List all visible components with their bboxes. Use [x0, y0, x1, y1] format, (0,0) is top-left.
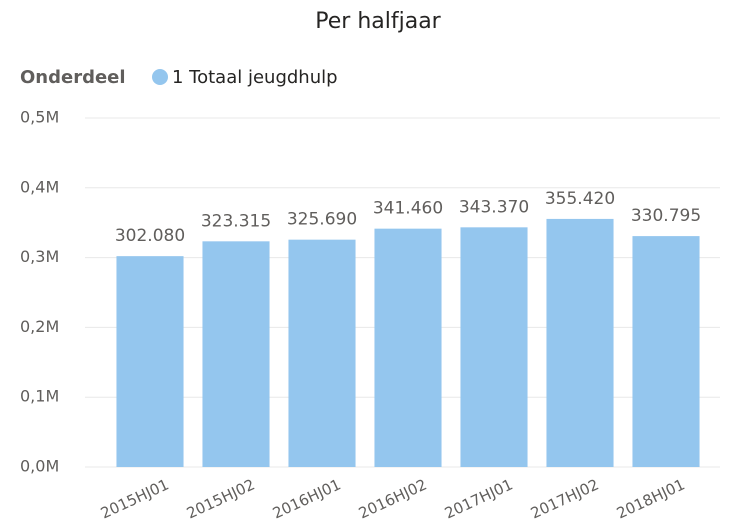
value-label: 355.420 — [545, 189, 615, 209]
chart-title: Per halfjaar — [315, 9, 441, 34]
x-tick-label: 2018HJ01 — [614, 475, 688, 522]
bar — [374, 228, 442, 467]
value-label: 323.315 — [201, 211, 271, 231]
x-tick-label: 2016HJ02 — [356, 475, 430, 522]
x-tick-label: 2015HJ01 — [98, 475, 172, 522]
y-tick-label: 0,0M — [20, 457, 59, 476]
y-tick-label: 0,4M — [20, 177, 59, 196]
value-label: 330.795 — [631, 206, 701, 226]
bar — [460, 227, 528, 467]
legend-marker — [152, 69, 168, 85]
bar — [632, 236, 700, 467]
value-label: 325.690 — [287, 210, 357, 230]
x-tick-label: 2015HJ02 — [184, 475, 258, 522]
legend-title: Onderdeel — [20, 67, 126, 88]
bar — [116, 256, 184, 467]
y-tick-label: 0,2M — [20, 317, 59, 336]
value-label: 341.460 — [373, 199, 443, 219]
bar — [288, 239, 356, 467]
y-tick-label: 0,5M — [20, 108, 59, 127]
x-tick-label: 2017HJ01 — [442, 475, 516, 522]
legend-label: 1 Totaal jeugdhulp — [172, 67, 338, 88]
bar — [202, 241, 270, 467]
y-tick-label: 0,1M — [20, 387, 59, 406]
y-tick-label: 0,3M — [20, 247, 59, 266]
x-tick-label: 2016HJ01 — [270, 475, 344, 522]
bar — [546, 218, 614, 467]
value-label: 302.080 — [115, 226, 185, 246]
value-label: 343.370 — [459, 197, 529, 217]
x-tick-label: 2017HJ02 — [528, 475, 602, 522]
